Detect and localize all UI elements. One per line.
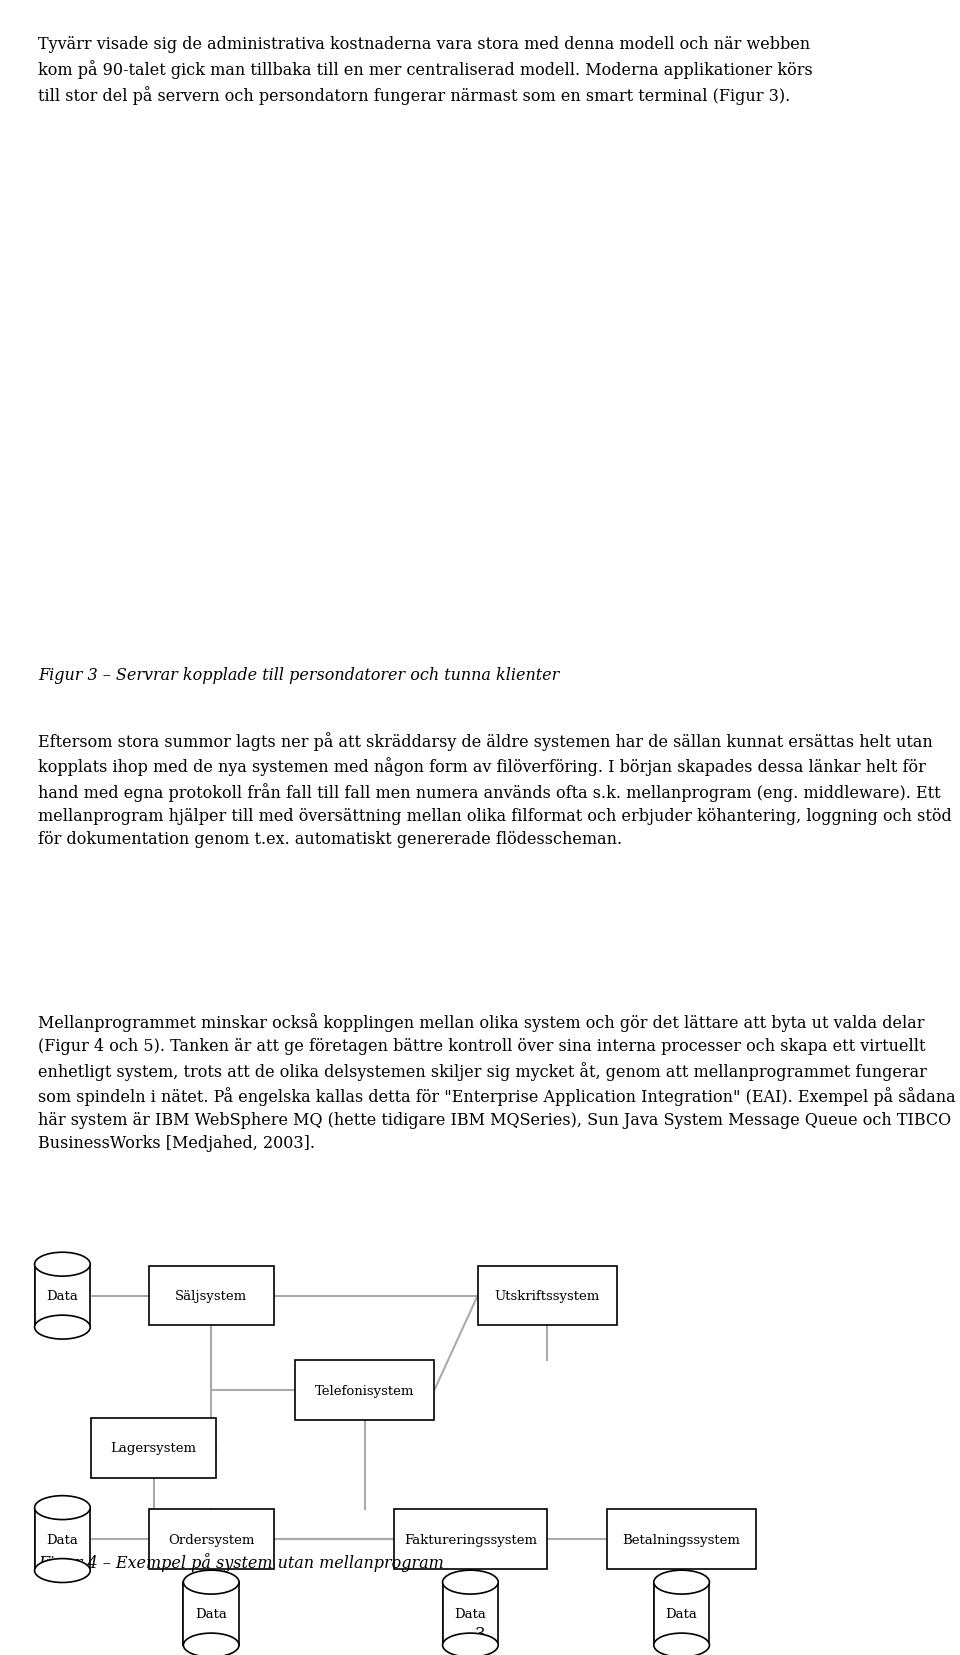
FancyBboxPatch shape (607, 1509, 756, 1569)
Polygon shape (35, 1511, 90, 1567)
Text: Data: Data (46, 1289, 79, 1302)
Ellipse shape (654, 1571, 709, 1594)
FancyBboxPatch shape (296, 1360, 434, 1420)
Text: Betalningssystem: Betalningssystem (623, 1533, 740, 1546)
Polygon shape (35, 1268, 90, 1324)
Text: Eftersom stora summor lagts ner på att skräddarsy de äldre systemen har de sälla: Eftersom stora summor lagts ner på att s… (38, 732, 952, 847)
FancyBboxPatch shape (91, 1418, 216, 1478)
FancyBboxPatch shape (394, 1509, 547, 1569)
Text: Faktureringssystem: Faktureringssystem (404, 1533, 537, 1546)
Polygon shape (443, 1585, 498, 1642)
Text: Figur 4 – Exempel på system utan mellanprogram: Figur 4 – Exempel på system utan mellanp… (38, 1552, 444, 1571)
Text: Data: Data (665, 1607, 698, 1620)
Text: Data: Data (46, 1533, 79, 1546)
Text: Tyvärr visade sig de administrativa kostnaderna vara stora med denna modell och : Tyvärr visade sig de administrativa kost… (38, 36, 813, 104)
Ellipse shape (183, 1571, 239, 1594)
Text: Lagersystem: Lagersystem (110, 1442, 197, 1455)
Ellipse shape (35, 1316, 90, 1339)
Ellipse shape (35, 1559, 90, 1582)
Text: Data: Data (454, 1607, 487, 1620)
FancyBboxPatch shape (477, 1266, 616, 1326)
Text: Säljsystem: Säljsystem (175, 1289, 248, 1302)
Text: Telefonisystem: Telefonisystem (315, 1384, 415, 1397)
FancyBboxPatch shape (183, 1582, 239, 1645)
Ellipse shape (443, 1633, 498, 1655)
FancyBboxPatch shape (35, 1508, 90, 1571)
Polygon shape (654, 1585, 709, 1642)
FancyBboxPatch shape (654, 1582, 709, 1645)
FancyBboxPatch shape (149, 1266, 274, 1326)
Text: Data: Data (195, 1607, 228, 1620)
FancyBboxPatch shape (443, 1582, 498, 1645)
Ellipse shape (183, 1633, 239, 1655)
Ellipse shape (443, 1571, 498, 1594)
Ellipse shape (654, 1633, 709, 1655)
Text: Figur 3 – Servrar kopplade till persondatorer och tunna klienter: Figur 3 – Servrar kopplade till personda… (38, 667, 560, 684)
FancyBboxPatch shape (149, 1509, 274, 1569)
Text: 3: 3 (474, 1625, 486, 1642)
Text: Mellanprogrammet minskar också kopplingen mellan olika system och gör det lättar: Mellanprogrammet minskar också kopplinge… (38, 1013, 956, 1152)
Text: Utskriftssystem: Utskriftssystem (494, 1289, 600, 1302)
Ellipse shape (35, 1253, 90, 1276)
Polygon shape (183, 1585, 239, 1642)
FancyBboxPatch shape (35, 1264, 90, 1327)
Text: Ordersystem: Ordersystem (168, 1533, 254, 1546)
Ellipse shape (35, 1496, 90, 1519)
